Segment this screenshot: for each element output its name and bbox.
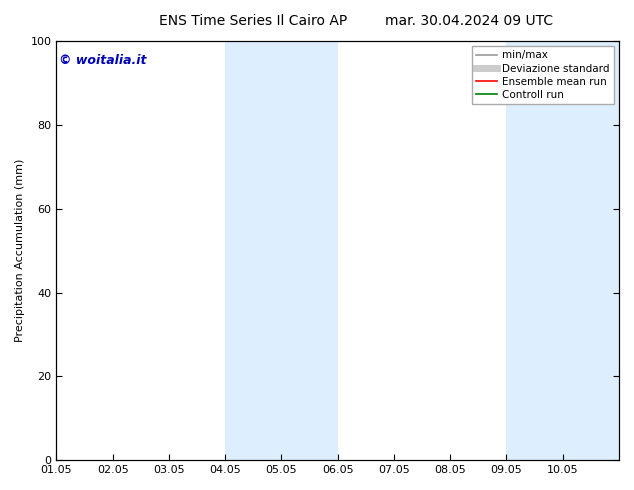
Y-axis label: Precipitation Accumulation (mm): Precipitation Accumulation (mm) — [15, 159, 25, 343]
Bar — [225, 41, 281, 460]
Bar — [281, 41, 338, 460]
Text: mar. 30.04.2024 09 UTC: mar. 30.04.2024 09 UTC — [385, 14, 553, 28]
Bar — [507, 41, 563, 460]
Text: ENS Time Series Il Cairo AP: ENS Time Series Il Cairo AP — [160, 14, 347, 28]
Bar — [563, 41, 619, 460]
Legend: min/max, Deviazione standard, Ensemble mean run, Controll run: min/max, Deviazione standard, Ensemble m… — [472, 46, 614, 104]
Text: © woitalia.it: © woitalia.it — [59, 53, 146, 67]
